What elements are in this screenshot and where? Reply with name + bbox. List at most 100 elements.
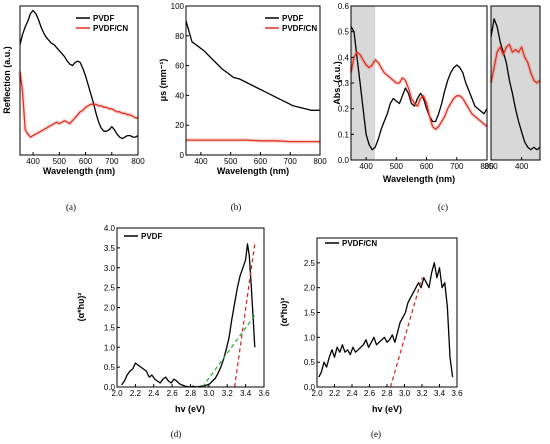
y-axis-title: μs (mm⁻¹) — [158, 59, 168, 102]
x-tick-label: 500 — [53, 157, 67, 166]
y-tick-label: 60 — [175, 62, 184, 71]
legend-label: PVDF/CN — [342, 239, 377, 248]
x-tick-label: 800 — [131, 157, 145, 166]
x-tick-label: 2.8 — [381, 389, 393, 398]
x-tick-label: 800 — [480, 162, 494, 171]
x-tick-label: 3.2 — [222, 389, 234, 398]
x-tick-label: 600 — [420, 162, 434, 171]
x-tick-label: 2.8 — [185, 389, 197, 398]
y-axis-title: Reflection (a.u.) — [2, 46, 12, 114]
x-tick-label: 350 — [484, 162, 498, 171]
y-tick-label: 0.0 — [338, 156, 350, 165]
series-line-pvdf — [121, 243, 256, 388]
series-line-pvdf — [490, 18, 541, 151]
x-tick-label: 3.4 — [434, 389, 446, 398]
panel-label-e: (e) — [371, 429, 381, 439]
x-axis-title: hv (eV) — [175, 404, 205, 414]
legend-label: PVDF — [282, 14, 303, 23]
fit-line — [201, 315, 256, 388]
y-tick-label: 2.0 — [104, 304, 116, 313]
y-tick-label: 0.5 — [338, 28, 350, 37]
x-tick-label: 2.2 — [130, 389, 142, 398]
legend-label: PVDF/CN — [93, 24, 128, 33]
panel-c: 400 500 600 700 800 0.0 0.1 0.2 0.3 0.4 0.5 0.6 Wave… — [332, 2, 542, 184]
y-axis-title: (α*hυ)² — [76, 293, 86, 322]
series-line-pvdf — [350, 26, 488, 151]
x-tick-label: 2.0 — [311, 389, 323, 398]
inset-background — [491, 6, 540, 160]
series-line-pvdf — [19, 9, 139, 140]
legend-label: PVDF/CN — [282, 24, 317, 33]
x-axis-title: hv (eV) — [372, 404, 402, 414]
y-tick-label: 0.3 — [338, 79, 350, 88]
series-band-pvdf-cn — [18, 71, 138, 140]
fit-line — [389, 277, 423, 388]
y-tick-label: 0.5 — [104, 363, 116, 372]
y-tick-label: 0.0 — [304, 383, 316, 392]
plot-frame — [116, 227, 265, 388]
y-tick-label: 20 — [175, 121, 184, 130]
panel-e: 2.0 2.2 2.4 2.6 2.8 3.0 3.2 3.4 3.6 0.0 0.5 1.0 1.5 2… — [279, 237, 463, 414]
y-tick-label: 3.0 — [104, 264, 116, 273]
y-tick-label: 1.5 — [304, 309, 316, 318]
legend-label: PVDF — [93, 14, 114, 23]
plot-frame — [19, 5, 139, 156]
x-tick-label: 500 — [390, 162, 404, 171]
x-tick-label: 2.0 — [111, 389, 123, 398]
y-tick-label: 80 — [175, 32, 184, 41]
y-tick-label: 0 — [180, 151, 185, 160]
x-tick-label: 400 — [515, 162, 529, 171]
y-tick-label: 2.5 — [304, 259, 316, 268]
x-tick-label: 400 — [194, 157, 208, 166]
panel-label-b: (b) — [231, 202, 242, 212]
series-line-pvdf-cn — [490, 43, 541, 84]
y-tick-label: 0.4 — [338, 53, 350, 62]
x-tick-label: 800 — [313, 157, 327, 166]
y-tick-label: 2.0 — [304, 284, 316, 293]
x-tick-label: 2.6 — [364, 389, 376, 398]
x-axis-title: Wavelength (nm) — [383, 174, 455, 184]
x-tick-label: 700 — [284, 157, 298, 166]
y-tick-label: 0.6 — [338, 2, 350, 11]
y-tick-label: 0.1 — [338, 130, 350, 139]
x-axis-title: Wavelength (nm) — [217, 166, 289, 176]
x-tick-label: 500 — [224, 157, 238, 166]
y-tick-label: 100 — [171, 2, 185, 11]
series-line-pvdf-cn — [186, 139, 320, 143]
x-tick-label: 600 — [79, 157, 93, 166]
panel-label-a: (a) — [66, 202, 76, 212]
y-tick-label: 2.5 — [104, 284, 116, 293]
x-tick-label: 700 — [105, 157, 119, 166]
x-tick-label: 3.0 — [203, 389, 215, 398]
x-tick-label: 3.6 — [258, 389, 270, 398]
series-line-pvdf-cn — [350, 51, 488, 130]
x-tick-label: 2.6 — [167, 389, 179, 398]
x-tick-label: 600 — [254, 157, 268, 166]
y-tick-label: 1.0 — [304, 333, 316, 342]
legend-label: PVDF — [141, 232, 162, 241]
y-axis-title: (α*hυ)² — [279, 298, 289, 327]
y-tick-label: 1.5 — [104, 323, 116, 332]
x-tick-label: 3.2 — [416, 389, 428, 398]
panel-d: 2.0 2.2 2.4 2.6 2.8 3.0 3.2 3.4 3.6 0.0 0.5 1.0 1.5 2… — [76, 224, 270, 414]
panel-label-d: (d) — [171, 429, 182, 439]
x-tick-label: 3.0 — [399, 389, 411, 398]
x-axis-title: Wavelength (nm) — [43, 166, 115, 176]
y-tick-label: 1.0 — [104, 343, 116, 352]
x-tick-label: 2.4 — [346, 389, 358, 398]
fit-line — [234, 243, 256, 388]
plot-frame — [490, 5, 541, 161]
x-tick-label: 2.4 — [148, 389, 160, 398]
y-tick-label: 0.0 — [104, 383, 116, 392]
y-tick-label: 3.5 — [104, 244, 116, 253]
y-tick-label: 0.2 — [338, 105, 350, 114]
x-tick-label: 400 — [359, 162, 373, 171]
series-line-pvdf — [185, 20, 320, 111]
series-line-pvdf-cn — [318, 262, 454, 378]
plot-frame — [185, 5, 321, 156]
y-tick-label: 4.0 — [104, 224, 116, 233]
panel-a: 400 500 600 700 800 Wavelength (nm) Reflection… — [2, 5, 145, 176]
plot-frame — [316, 237, 458, 388]
x-tick-label: 2.2 — [329, 389, 341, 398]
